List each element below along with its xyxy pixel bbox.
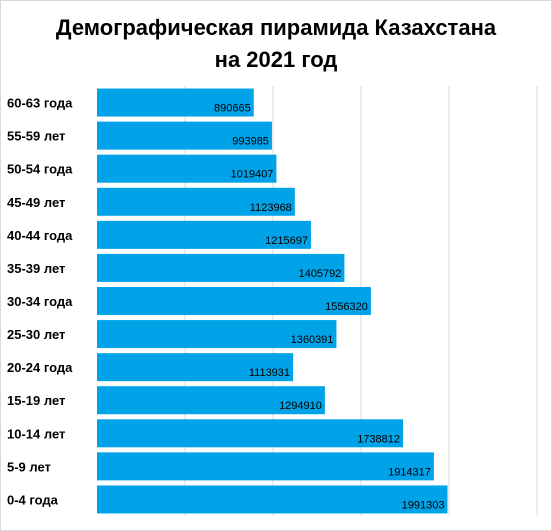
bar-8 [97, 353, 294, 382]
data-label-4: 1215697 [265, 235, 308, 247]
data-label-0: 890665 [214, 103, 251, 115]
category-label-3: 45-49 лет [7, 195, 65, 210]
data-label-12: 1991303 [402, 499, 445, 511]
category-label-6: 30-34 года [7, 294, 73, 309]
category-labels: 60-63 года 55-59 лет 50-54 года 45-49 лет 40… [7, 96, 73, 508]
bar-4 [97, 220, 311, 249]
data-label-3: 1123968 [250, 202, 292, 214]
bar-5 [97, 253, 345, 282]
category-label-1: 55-59 лет [7, 129, 65, 144]
data-label-10: 1738812 [357, 433, 400, 445]
chart-title-line-1: Демографическая пирамида Казахстана [55, 15, 497, 40]
data-label-11: 1914317 [388, 466, 431, 478]
category-label-11: 5-9 лет [7, 459, 51, 474]
category-label-8: 20-24 года [7, 360, 73, 375]
data-label-2: 1019407 [231, 169, 274, 181]
category-label-12: 0-4 года [7, 492, 59, 507]
category-label-0: 60-63 года [7, 96, 73, 111]
bar-11 [97, 452, 434, 481]
category-label-9: 15-19 лет [7, 393, 65, 408]
category-label-5: 35-39 лет [7, 261, 65, 276]
bar-3 [97, 187, 295, 216]
bar-9 [97, 386, 325, 415]
bar-6 [97, 287, 371, 315]
bar-1 [97, 121, 272, 150]
data-labels: 890665 993985 1019407 1123968 1215697 1405792… [214, 103, 444, 512]
data-label-6: 1556320 [325, 301, 368, 313]
category-label-7: 25-30 лет [7, 327, 65, 342]
data-label-7: 1360391 [291, 334, 334, 346]
data-label-1: 993985 [232, 136, 269, 148]
bar-2 [97, 154, 277, 183]
data-label-8: 1113931 [249, 367, 290, 379]
bar-0 [97, 88, 254, 117]
chart-title: Демографическая пирамида Казахстана на 2… [0, 12, 552, 76]
bar-7 [97, 320, 337, 349]
category-label-4: 40-44 года [7, 228, 73, 243]
category-label-2: 50-54 года [7, 162, 73, 177]
data-label-9: 1294910 [279, 400, 322, 412]
data-label-5: 1405792 [299, 268, 342, 280]
bars [97, 88, 448, 514]
category-label-10: 10-14 лет [7, 426, 65, 441]
chart-title-line-2: на 2021 год [214, 47, 338, 72]
bar-12 [97, 485, 448, 514]
bar-10 [97, 419, 404, 448]
